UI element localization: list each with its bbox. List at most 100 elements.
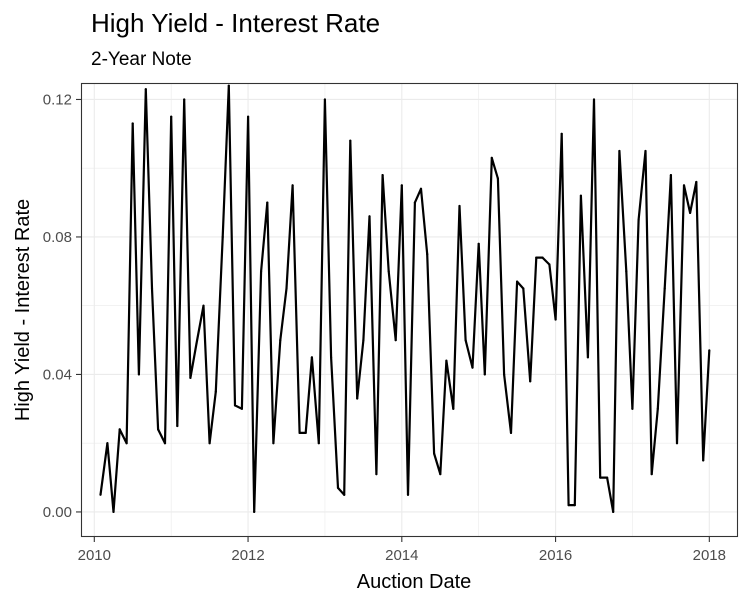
data-point xyxy=(599,476,602,479)
data-point xyxy=(310,356,313,359)
data-point xyxy=(612,510,615,513)
data-point xyxy=(529,380,532,383)
data-point xyxy=(317,442,320,445)
data-point xyxy=(586,356,590,359)
data-point xyxy=(227,84,230,87)
data-point xyxy=(183,98,186,101)
data-point xyxy=(343,493,346,496)
data-point xyxy=(349,139,352,142)
x-axis: 2010 2012 2014 2016 2018 xyxy=(78,537,726,564)
data-point xyxy=(637,218,640,221)
y-axis-title: High Yield - Interest Rate xyxy=(12,199,34,421)
data-point xyxy=(464,339,467,342)
data-point xyxy=(445,359,448,362)
x-tick-label: 2012 xyxy=(231,547,264,564)
data-point xyxy=(490,156,493,159)
data-point xyxy=(137,373,140,376)
data-point xyxy=(567,504,570,507)
data-point xyxy=(272,442,275,445)
data-point xyxy=(279,339,282,342)
data-point xyxy=(170,115,173,118)
data-point xyxy=(394,339,397,342)
data-point xyxy=(285,287,288,290)
data-point xyxy=(675,442,679,445)
data-point xyxy=(682,184,686,187)
data-point xyxy=(406,493,410,496)
data-point xyxy=(400,184,403,187)
chart-title: High Yield - Interest Rate xyxy=(91,8,381,38)
data-point xyxy=(477,242,480,245)
data-point xyxy=(516,280,519,283)
y-tick-label: 0.08 xyxy=(43,229,72,246)
data-point xyxy=(483,373,486,376)
data-point xyxy=(606,476,609,479)
data-point xyxy=(189,376,192,379)
y-axis: 0.00 0.04 0.08 0.12 xyxy=(43,91,81,521)
data-point xyxy=(541,256,544,259)
data-point xyxy=(221,235,224,239)
x-tick-label: 2018 xyxy=(693,547,726,564)
data-point xyxy=(689,211,692,214)
data-point xyxy=(656,407,659,410)
data-point xyxy=(99,493,102,496)
data-point xyxy=(356,397,359,400)
data-point xyxy=(106,442,109,445)
data-point xyxy=(202,304,205,307)
data-point xyxy=(618,149,621,153)
data-point xyxy=(702,459,705,462)
data-point xyxy=(522,287,525,290)
data-point xyxy=(644,149,647,153)
data-point xyxy=(260,270,263,273)
data-point xyxy=(625,270,628,273)
data-point xyxy=(503,373,506,376)
data-point xyxy=(419,187,423,190)
data-point xyxy=(554,318,557,321)
data-point xyxy=(439,473,442,476)
y-tick-label: 0.04 xyxy=(43,366,72,383)
data-point xyxy=(452,407,455,410)
data-point xyxy=(381,174,384,177)
data-point xyxy=(214,390,217,393)
y-tick-label: 0.12 xyxy=(43,91,72,108)
data-point xyxy=(253,510,256,513)
data-point xyxy=(247,115,250,118)
data-point xyxy=(509,431,513,434)
data-point xyxy=(433,452,436,455)
series-layer xyxy=(99,84,711,513)
data-point xyxy=(233,404,237,407)
data-point xyxy=(560,132,563,135)
data-point xyxy=(298,431,301,434)
data-point xyxy=(163,442,167,445)
data-point xyxy=(631,407,634,410)
data-point xyxy=(266,201,269,204)
data-point xyxy=(375,473,378,476)
data-point xyxy=(669,174,673,177)
x-tick-label: 2016 xyxy=(539,547,572,564)
x-axis-title: Auction Date xyxy=(357,571,472,593)
data-point xyxy=(330,356,333,359)
data-point xyxy=(112,510,115,513)
data-point xyxy=(291,184,294,187)
data-point xyxy=(240,407,243,410)
data-point xyxy=(157,428,160,431)
data-point xyxy=(573,504,576,507)
x-tick-label: 2014 xyxy=(385,547,418,564)
data-point xyxy=(362,339,365,342)
data-point xyxy=(426,253,429,256)
data-point xyxy=(125,442,128,445)
series-line xyxy=(99,84,711,513)
chart-subtitle: 2-Year Note xyxy=(91,49,192,70)
data-point xyxy=(118,428,121,431)
data-point xyxy=(548,263,551,266)
data-point xyxy=(496,177,499,180)
x-tick-label: 2010 xyxy=(78,547,111,564)
data-point xyxy=(304,431,307,434)
plot-border xyxy=(80,82,739,538)
data-point xyxy=(150,287,154,290)
data-point xyxy=(336,486,340,489)
data-point xyxy=(458,204,461,208)
data-point xyxy=(471,366,474,369)
data-point xyxy=(208,442,211,445)
data-point xyxy=(592,98,596,101)
